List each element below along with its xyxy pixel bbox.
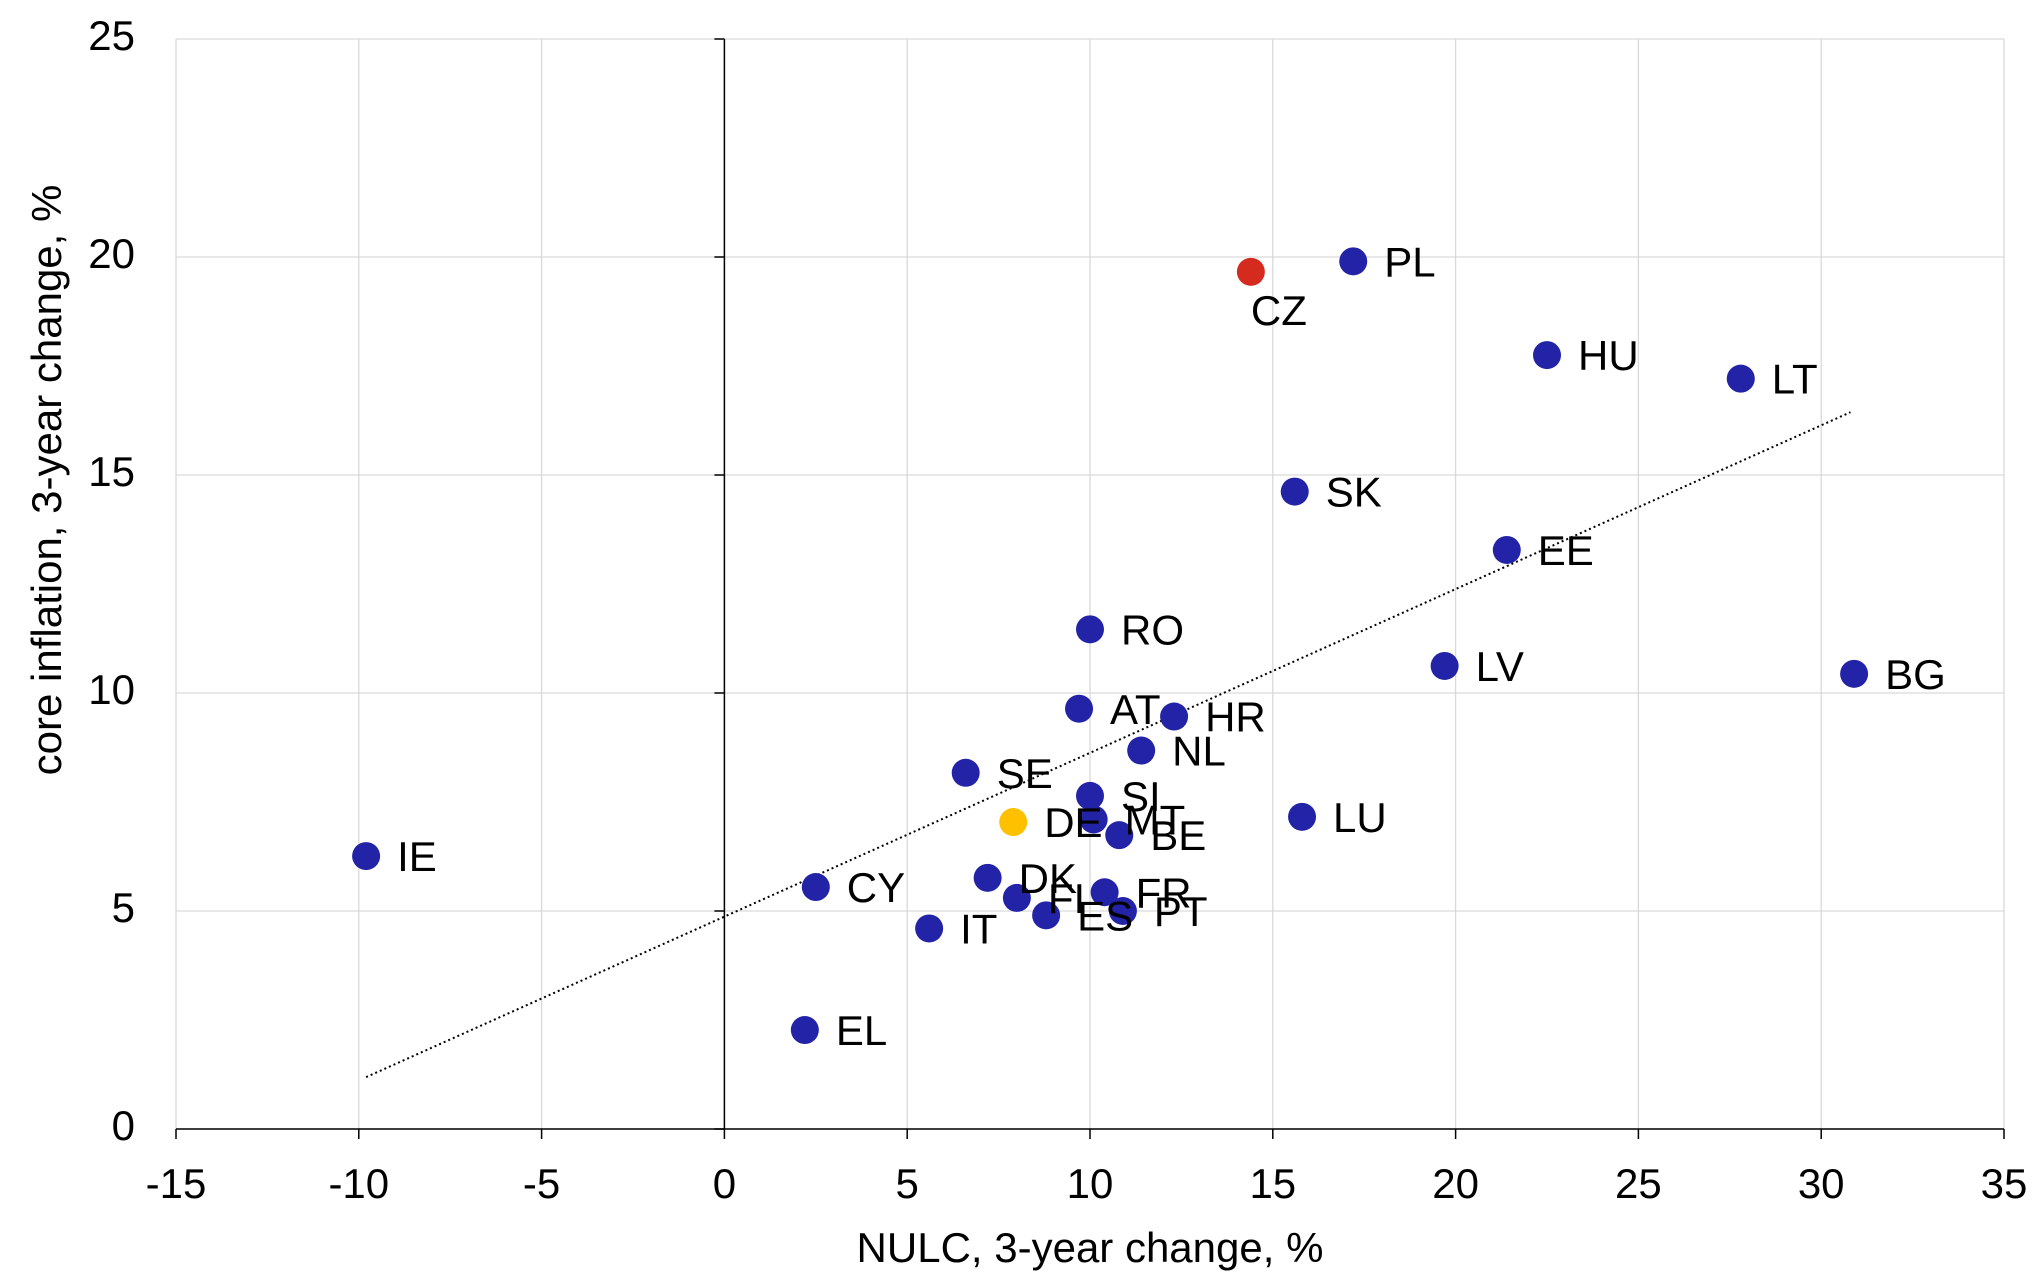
point bbox=[1079, 805, 1108, 834]
point-label: LU bbox=[1333, 794, 1387, 841]
point-label: EE bbox=[1538, 527, 1594, 574]
point-label: LT bbox=[1772, 356, 1818, 403]
point bbox=[1430, 651, 1459, 680]
y-tick-label: 15 bbox=[88, 448, 135, 495]
point bbox=[1160, 702, 1189, 731]
x-tick-label: 35 bbox=[1981, 1160, 2028, 1207]
point bbox=[801, 873, 830, 902]
x-tick-label: -10 bbox=[328, 1160, 389, 1207]
point-label: DE bbox=[1044, 799, 1102, 846]
point-label: MT bbox=[1125, 797, 1186, 844]
x-tick-label: 30 bbox=[1798, 1160, 1845, 1207]
point bbox=[1108, 897, 1137, 925]
point-label: PL bbox=[1384, 238, 1435, 285]
point-label: IT bbox=[960, 906, 997, 953]
point-label: LV bbox=[1476, 643, 1524, 690]
point bbox=[999, 808, 1028, 837]
point-label: AT bbox=[1110, 686, 1161, 733]
point-label: BG bbox=[1885, 651, 1946, 698]
point-label: BE bbox=[1150, 812, 1206, 859]
point bbox=[1002, 883, 1031, 912]
point bbox=[1280, 477, 1309, 506]
point bbox=[1127, 736, 1156, 765]
point bbox=[1032, 901, 1061, 930]
point-label: SI bbox=[1121, 773, 1161, 820]
x-axis-title: NULC, 3-year change, % bbox=[857, 1224, 1324, 1271]
y-tick-label: 10 bbox=[88, 666, 135, 713]
x-tick-label: 15 bbox=[1249, 1160, 1296, 1207]
point-label: EL bbox=[836, 1007, 887, 1054]
x-tick-label: 5 bbox=[896, 1160, 919, 1207]
x-tick-label: 0 bbox=[713, 1160, 736, 1207]
point-label: DK bbox=[1019, 855, 1077, 902]
point bbox=[1533, 341, 1561, 370]
y-axis-title: core inflation, 3-year change, % bbox=[23, 185, 70, 776]
point bbox=[1492, 535, 1521, 564]
point bbox=[1065, 694, 1094, 723]
point-label: SE bbox=[997, 750, 1053, 797]
point-label: FI bbox=[1048, 875, 1085, 922]
point-label: IE bbox=[397, 833, 437, 880]
y-tick-label: 20 bbox=[88, 230, 135, 277]
point bbox=[1076, 781, 1104, 810]
x-tick-label: -15 bbox=[146, 1160, 207, 1207]
point bbox=[1105, 821, 1134, 850]
x-tick-label: 25 bbox=[1615, 1160, 1662, 1207]
point-label: CZ bbox=[1251, 287, 1307, 334]
point bbox=[352, 842, 381, 871]
point bbox=[1076, 615, 1104, 644]
point-label: PT bbox=[1154, 888, 1208, 935]
point bbox=[1288, 802, 1317, 831]
point bbox=[973, 863, 1002, 892]
point bbox=[790, 1016, 819, 1045]
point-label: RO bbox=[1121, 606, 1184, 653]
y-tick-label: 25 bbox=[88, 12, 135, 59]
point-label: ES bbox=[1077, 892, 1133, 939]
point-label: CY bbox=[847, 864, 905, 911]
point-label: HU bbox=[1578, 332, 1639, 379]
point bbox=[1236, 257, 1265, 286]
point bbox=[951, 758, 980, 787]
point bbox=[915, 914, 944, 943]
point bbox=[1339, 247, 1368, 276]
trendline bbox=[365, 411, 1851, 1079]
y-tick-label: 5 bbox=[112, 884, 135, 931]
point bbox=[1840, 659, 1869, 688]
point-label: FR bbox=[1136, 869, 1192, 916]
y-tick-label: 0 bbox=[112, 1102, 135, 1149]
x-tick-label: -5 bbox=[523, 1160, 560, 1207]
point-label: SK bbox=[1326, 469, 1382, 516]
point bbox=[1726, 364, 1755, 393]
x-tick-label: 10 bbox=[1067, 1160, 1114, 1207]
point-label: NL bbox=[1172, 728, 1226, 775]
point bbox=[1090, 878, 1119, 907]
x-tick-label: 20 bbox=[1432, 1160, 1479, 1207]
point-label: HR bbox=[1205, 694, 1266, 741]
